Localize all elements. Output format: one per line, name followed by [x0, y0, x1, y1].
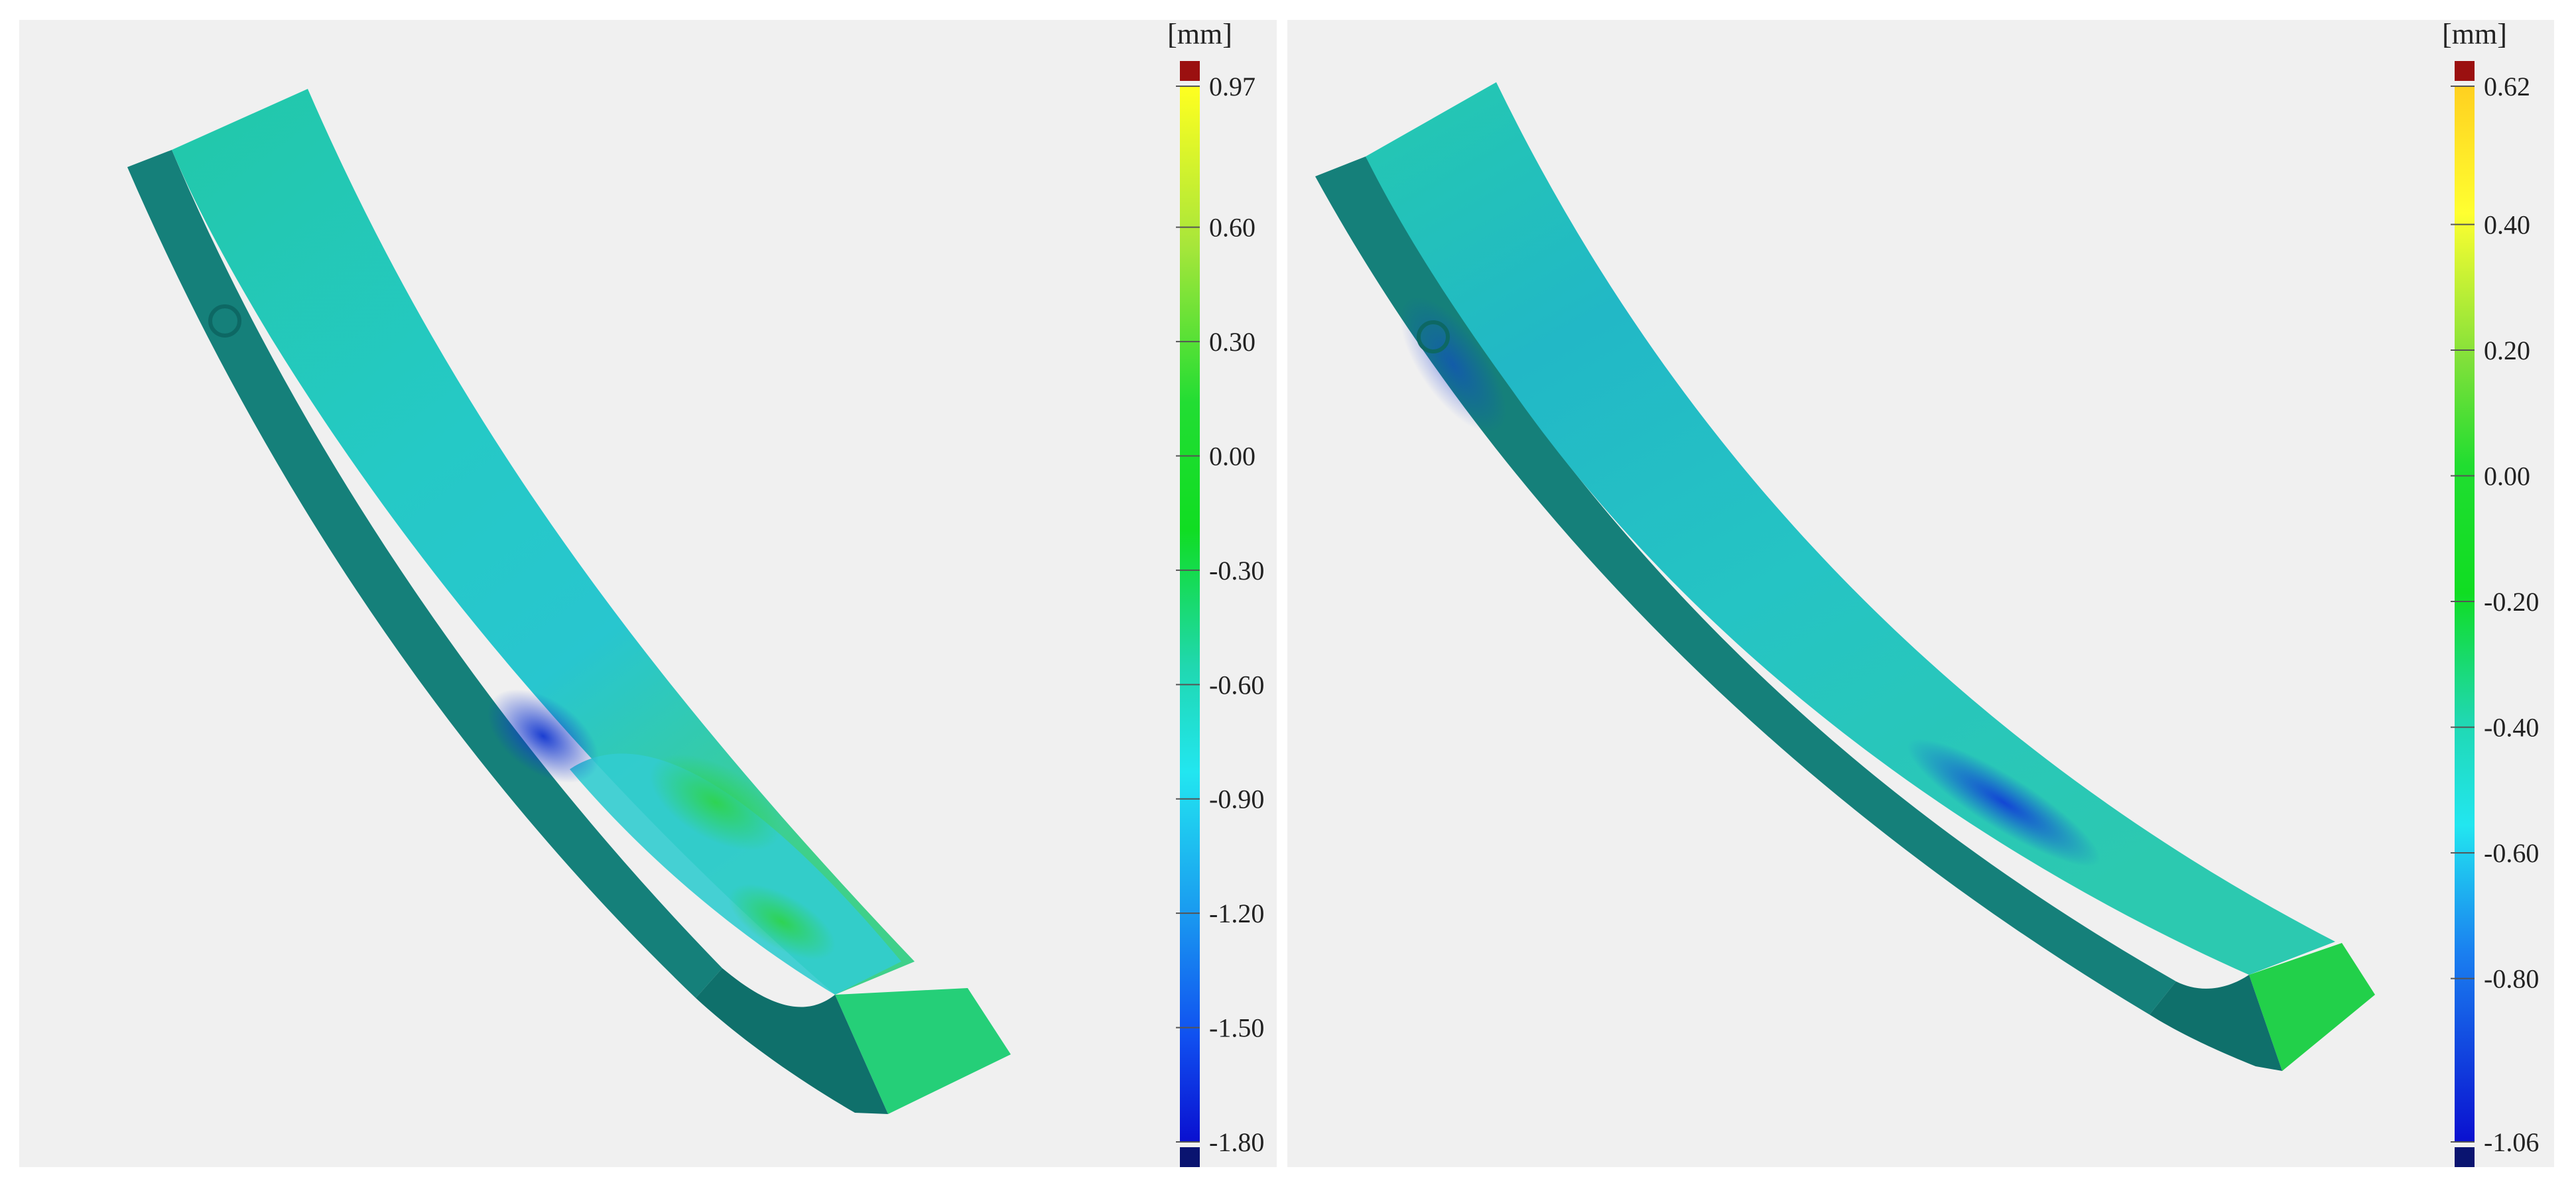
right-engraved-mark [1417, 320, 1450, 353]
left-colorbar-gradient [1180, 86, 1200, 1142]
right-colorbar: [mm] 0.62 0.40 0.20 0.00 -0.20 -0.40 -0.60 -0.8… [2442, 20, 2539, 1167]
right-colorbar-tick-label: 0.20 [2484, 336, 2530, 365]
left-green-patch-2 [728, 884, 836, 960]
left-part-end-block [835, 988, 1011, 1114]
right-colorbar-unit: [mm] [2442, 20, 2507, 50]
left-bar-part [127, 89, 1011, 1114]
right-colorbar-tick-label: -0.40 [2484, 713, 2539, 743]
right-colorbar-tick-label: -0.60 [2484, 838, 2539, 868]
right-colorbar-under-swatch [2455, 1147, 2475, 1167]
left-colorbar-tick-label: 0.00 [1209, 441, 1256, 471]
right-colorbar-tick-label: 0.62 [2484, 72, 2530, 101]
left-colorbar-tick-label: -1.80 [1209, 1127, 1264, 1157]
left-colorbar-tick-label: 0.30 [1209, 327, 1256, 357]
left-part-side-face [127, 150, 722, 998]
right-part-top-surface [1366, 82, 2335, 975]
right-colorbar-over-swatch [2455, 61, 2475, 81]
right-colorbar-tick-label: -1.06 [2484, 1127, 2539, 1157]
left-colorbar-tick-label: -1.20 [1209, 899, 1264, 928]
left-part-end-side [696, 968, 888, 1114]
right-blue-deviation-zone-lower [1907, 738, 2100, 867]
left-colorbar-over-swatch [1180, 61, 1200, 81]
right-colorbar-gradient [2455, 86, 2475, 1142]
left-engraved-mark [208, 304, 241, 338]
right-colorbar-tick-label: -0.20 [2484, 587, 2539, 617]
left-deviation-panel: [mm] 0.97 0.60 0.30 0.00 -0.30 -0.60 -0.90 -1.2… [19, 20, 1277, 1167]
left-green-patch-1 [649, 754, 782, 851]
right-colorbar-ticks: 0.62 0.40 0.20 0.00 -0.20 -0.40 -0.60 -0.80 -1.0… [2451, 72, 2539, 1157]
right-part-side-face [1315, 156, 2176, 1015]
right-colorbar-tick-label: 0.40 [2484, 210, 2530, 239]
left-blue-deviation-zone [487, 689, 599, 783]
right-colorbar-tick-label: 0.00 [2484, 462, 2530, 491]
left-colorbar-tick-label: 0.97 [1209, 72, 1256, 101]
left-colorbar-tick-label: -0.60 [1209, 670, 1264, 700]
right-blue-deviation-zone-upper [1399, 296, 1507, 433]
left-colorbar-tick-label: 0.60 [1209, 213, 1256, 243]
left-colorbar-tick-label: -0.90 [1209, 784, 1264, 814]
right-colorbar-tick-label: -0.80 [2484, 964, 2539, 994]
left-colorbar-tick-label: -1.50 [1209, 1013, 1264, 1043]
right-bar-part [1315, 82, 2375, 1071]
left-colorbar: [mm] 0.97 0.60 0.30 0.00 -0.30 -0.60 -0.90 -1.2… [1167, 20, 1264, 1167]
right-deviation-viewport[interactable]: [mm] 0.62 0.40 0.20 0.00 -0.20 -0.40 -0.60 -0.8… [1287, 20, 2554, 1167]
left-colorbar-unit: [mm] [1167, 20, 1232, 50]
left-colorbar-tick-label: -0.30 [1209, 556, 1264, 586]
right-part-end-side [2150, 975, 2282, 1071]
left-colorbar-ticks: 0.97 0.60 0.30 0.00 -0.30 -0.60 -0.90 -1.20 -1.5… [1176, 72, 1264, 1157]
left-colorbar-under-swatch [1180, 1147, 1200, 1167]
right-deviation-panel: [mm] 0.62 0.40 0.20 0.00 -0.20 -0.40 -0.60 -0.8… [1287, 20, 2554, 1167]
left-deviation-viewport[interactable]: [mm] 0.97 0.60 0.30 0.00 -0.30 -0.60 -0.90 -1.2… [19, 20, 1277, 1167]
right-part-end-block [2249, 943, 2375, 1071]
